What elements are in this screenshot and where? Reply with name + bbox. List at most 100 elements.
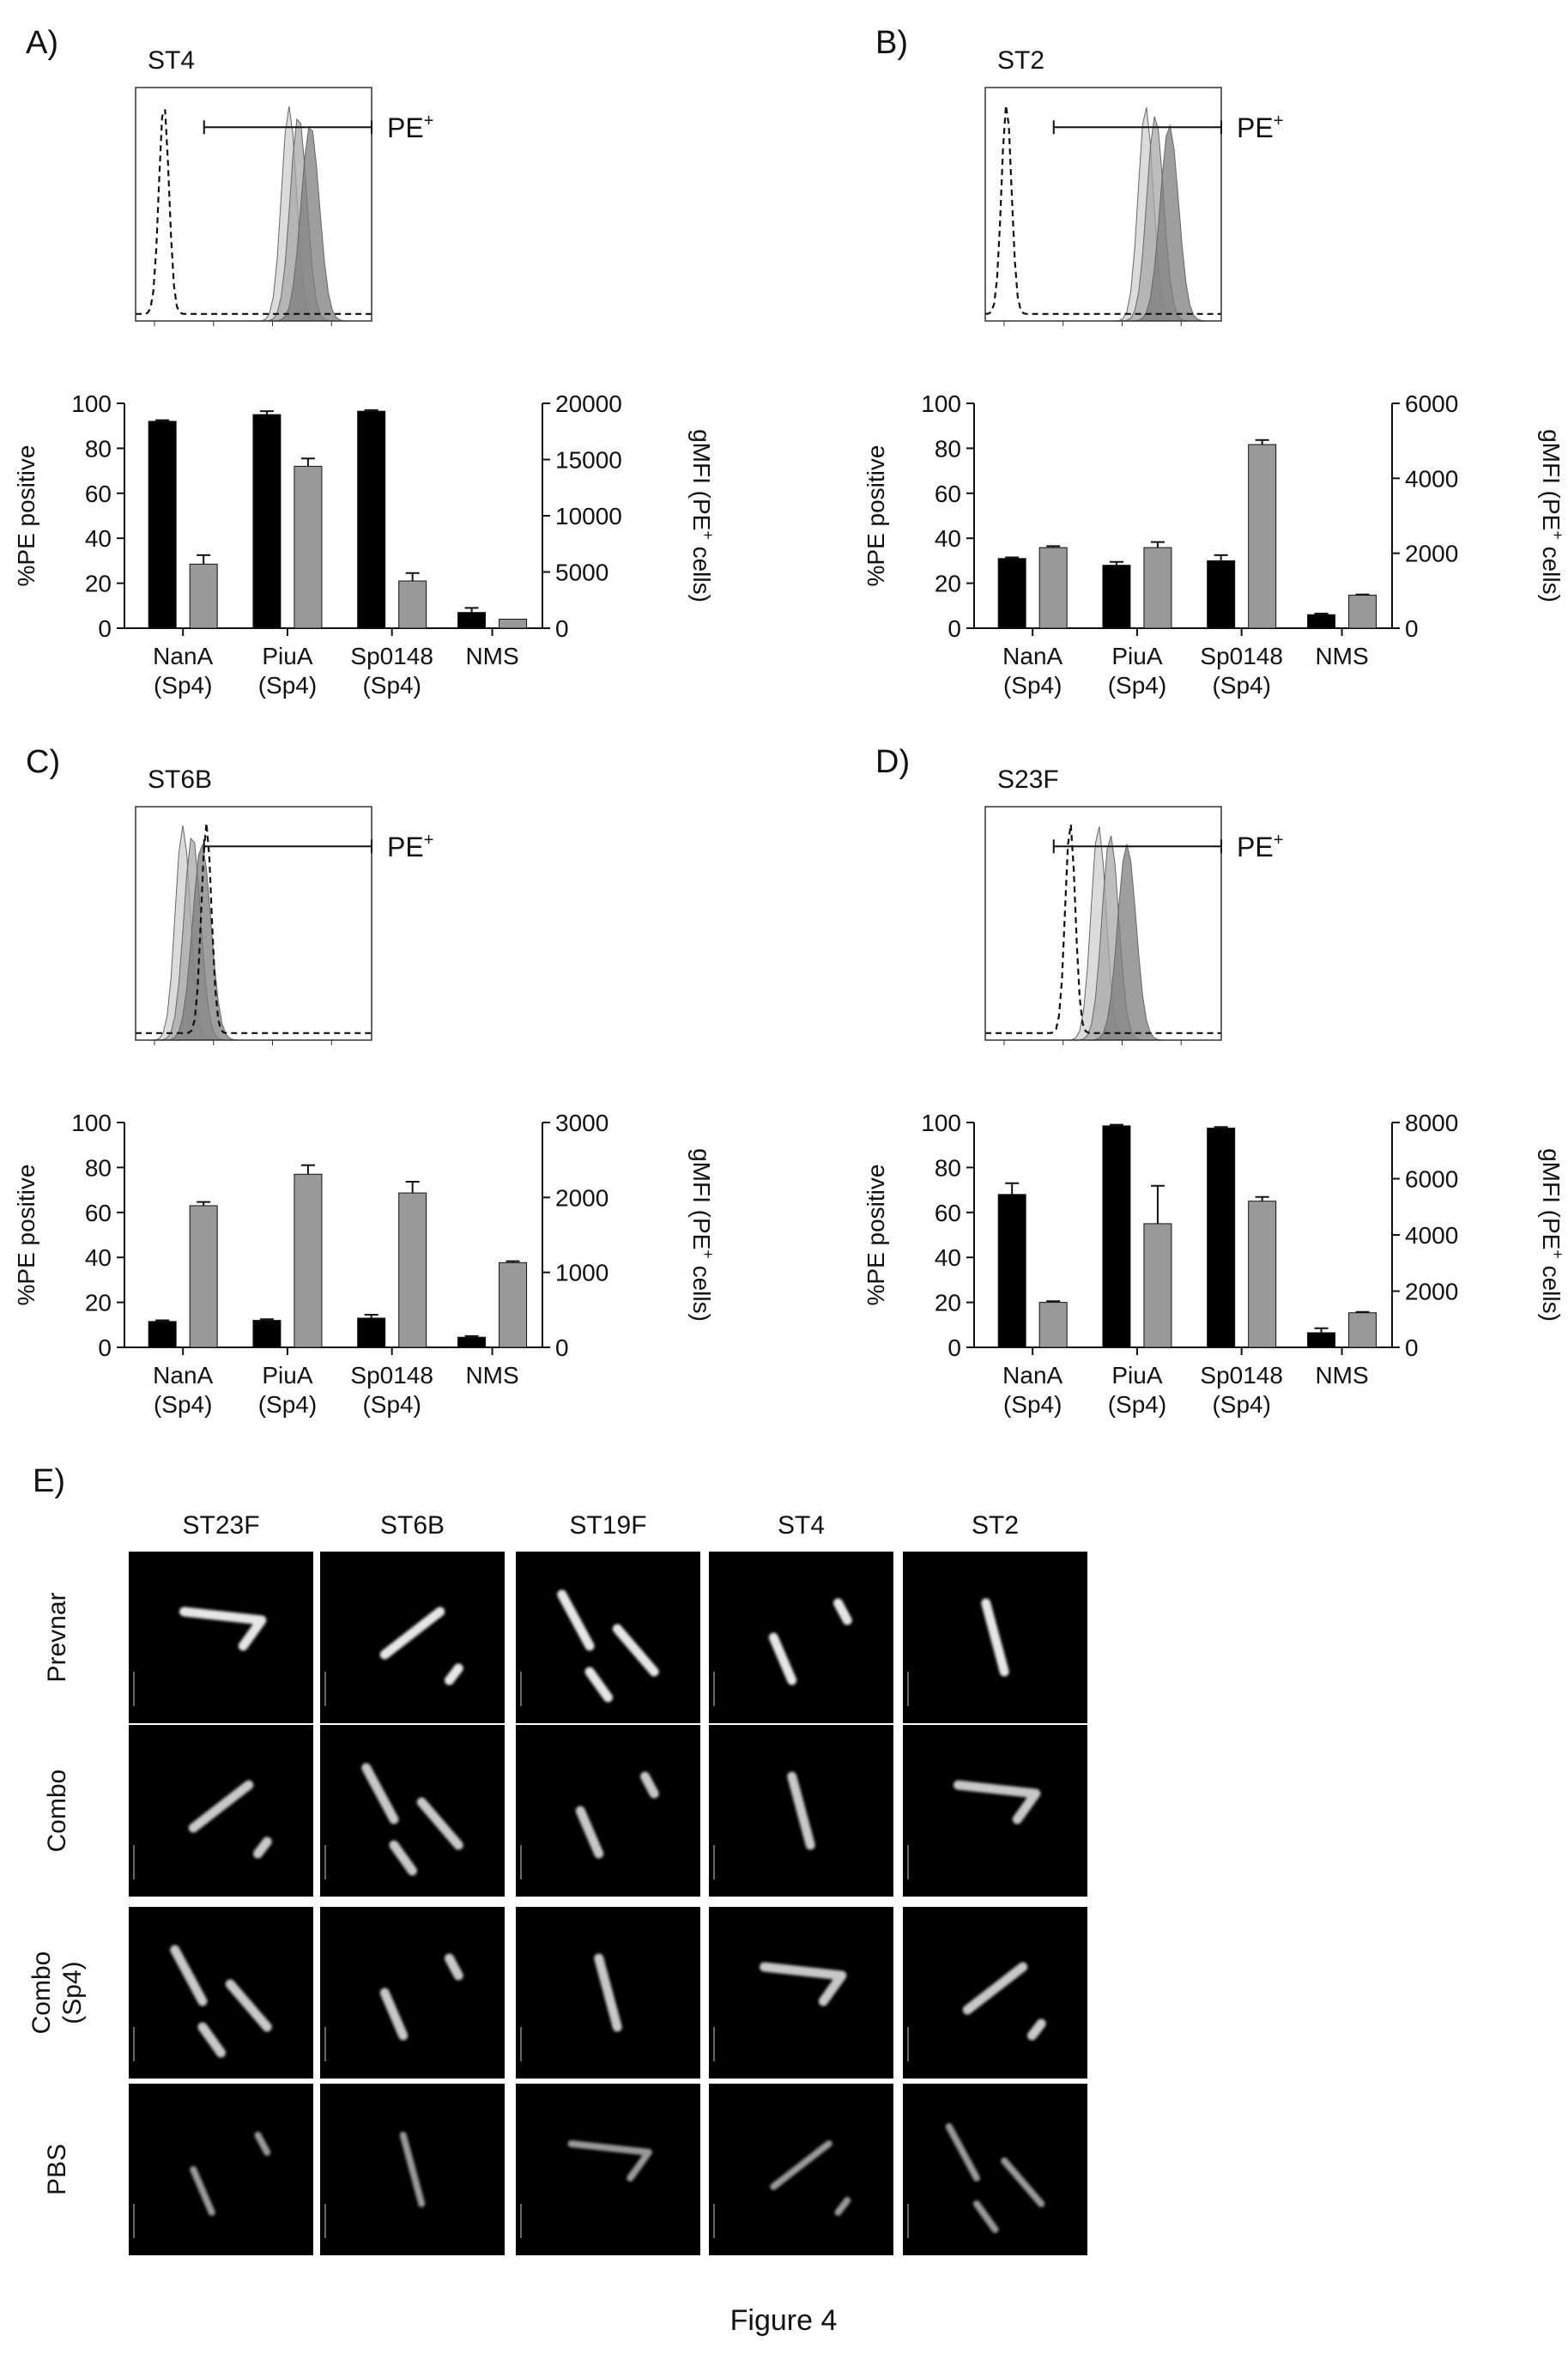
bar xyxy=(457,1336,487,1348)
right-tick-label: 5000 xyxy=(555,560,608,586)
bacteria-chain xyxy=(567,2140,652,2181)
left-tick-label: 20 xyxy=(85,571,112,597)
x-tick-label: (Sp4) xyxy=(1108,672,1166,699)
bar xyxy=(1038,1302,1068,1348)
gate-superscript: + xyxy=(1274,831,1284,850)
histogram-frame xyxy=(984,806,1222,1041)
left-tick-label: 100 xyxy=(921,390,961,417)
bacteria-chain-segment xyxy=(254,2132,271,2156)
bacteria-chain-segment xyxy=(962,1962,1028,2015)
column-label: ST19F xyxy=(569,1511,646,1540)
left-axis-title: %PE positive xyxy=(13,445,39,587)
right-tick-label: 6000 xyxy=(1405,390,1458,417)
micrograph-tile xyxy=(516,2084,700,2255)
bacteria-chain-segment xyxy=(1012,1788,1041,1824)
bar xyxy=(252,414,282,629)
bacteria-chain-segment xyxy=(190,2166,215,2216)
gate-superscript: + xyxy=(424,831,434,850)
left-tick-label: 20 xyxy=(935,571,961,597)
bar-chart: 0 20 40 60 80 100 0 2000 4000 6000 8000 %PE positiv… xyxy=(863,1110,1566,1418)
right-axis-title-superscript: + xyxy=(1549,530,1566,540)
right-axis-title-tail: cells) xyxy=(688,1259,715,1322)
bar xyxy=(1348,1312,1377,1348)
bacteria-chain xyxy=(945,2123,1045,2233)
left-tick-label: 100 xyxy=(71,390,112,417)
histogram-frame xyxy=(984,87,1222,322)
right-axis-title: gMFI (PE+ cells) xyxy=(1538,429,1566,602)
gate-superscript: + xyxy=(424,112,434,130)
left-tick-label: 60 xyxy=(85,1200,112,1226)
left-axis-title: %PE positive xyxy=(863,1165,889,1306)
bacteria-chain xyxy=(379,1953,463,2041)
bacteria-chain-segment xyxy=(594,1953,622,2032)
bar xyxy=(499,1262,528,1348)
x-tick-label: Sp0148 xyxy=(350,1362,433,1389)
bacteria-chain-segment xyxy=(954,1780,1041,1799)
x-tick-label: (Sp4) xyxy=(1108,1391,1166,1418)
bacteria-chain-segment xyxy=(567,2140,652,2156)
right-tick-label: 0 xyxy=(555,1334,569,1361)
bacteria-chain-segment xyxy=(179,1607,267,1625)
bar xyxy=(1038,547,1068,629)
strain-title: ST2 xyxy=(997,46,1044,75)
bacteria-chain xyxy=(768,1598,852,1685)
right-axis-title-superscript: + xyxy=(699,1250,717,1259)
bar xyxy=(1102,1125,1131,1348)
micrograph-tile xyxy=(516,1725,700,1897)
flow-histogram: PE+ xyxy=(984,806,1284,1045)
left-tick-label: 20 xyxy=(935,1290,961,1316)
bacteria-chain xyxy=(190,2132,271,2216)
right-tick-label: 0 xyxy=(555,615,569,642)
bacteria-chain-segment xyxy=(627,2149,652,2181)
bacteria-chain xyxy=(981,1598,1009,1677)
x-tick-label: Sp0148 xyxy=(1200,643,1283,669)
panel-letter: E) xyxy=(33,1463,65,1499)
right-axis-title-superscript: + xyxy=(699,530,717,540)
bacteria-chain-segment xyxy=(945,2123,980,2181)
bacteria-chain xyxy=(575,1771,659,1859)
right-axis-title-tail: cells) xyxy=(688,540,715,602)
bacteria-chain-segment xyxy=(225,1979,272,2032)
right-axis-title-tail: cells) xyxy=(1538,540,1565,602)
bacteria-chain xyxy=(760,1962,847,2006)
right-tick-label: 1000 xyxy=(555,1260,608,1286)
right-tick-label: 6000 xyxy=(1405,1166,1458,1193)
bar xyxy=(1307,614,1336,629)
bar xyxy=(252,1320,282,1348)
right-axis-title: gMFI (PE+ cells) xyxy=(688,1148,717,1322)
bacteria-chain-segment xyxy=(188,1780,254,1833)
bacteria-chain-segment xyxy=(238,1615,267,1651)
bacteria-chain xyxy=(179,1607,267,1651)
bacteria-chain-segment xyxy=(399,2132,426,2207)
bacteria-chain xyxy=(170,1945,272,2058)
bar xyxy=(997,558,1026,629)
bacteria-chain xyxy=(787,1771,815,1850)
bacteria-chain xyxy=(188,1780,272,1859)
bacteria-chain-segment xyxy=(389,1840,417,1876)
column-label: ST4 xyxy=(778,1511,825,1540)
bar xyxy=(294,465,323,629)
x-tick-label: PiuA xyxy=(1111,1362,1162,1389)
bacteria-chain-segment xyxy=(640,1771,659,1799)
gate-label: PE+ xyxy=(1237,112,1283,143)
bacteria-chain-segment xyxy=(768,1632,797,1685)
x-tick-label: (Sp4) xyxy=(258,672,317,699)
column-label: ST6B xyxy=(380,1511,445,1540)
histogram-control-dashed xyxy=(136,822,372,1034)
bar xyxy=(1143,1223,1172,1348)
bar xyxy=(1102,565,1131,629)
x-tick-label: NMS xyxy=(1315,1362,1368,1389)
bar xyxy=(1248,1201,1277,1348)
gate-label: PE+ xyxy=(387,112,433,143)
right-axis-title-tail: cells) xyxy=(1538,1259,1565,1322)
bar xyxy=(499,619,528,629)
bacteria-chain-segment xyxy=(818,1970,847,2006)
strain-title: S23F xyxy=(997,765,1059,794)
left-tick-label: 80 xyxy=(935,435,961,462)
bacteria-chain-segment xyxy=(170,1945,208,2006)
right-tick-label: 2000 xyxy=(1405,1279,1458,1305)
left-tick-label: 0 xyxy=(98,1334,112,1361)
bacteria-chain-segment xyxy=(197,2022,226,2058)
panel-b: B) ST2 PE+ 0 20 40 60 80 100 0 2000 4000 6000 %PE … xyxy=(863,25,1566,699)
micrograph-tile xyxy=(709,1552,893,1723)
